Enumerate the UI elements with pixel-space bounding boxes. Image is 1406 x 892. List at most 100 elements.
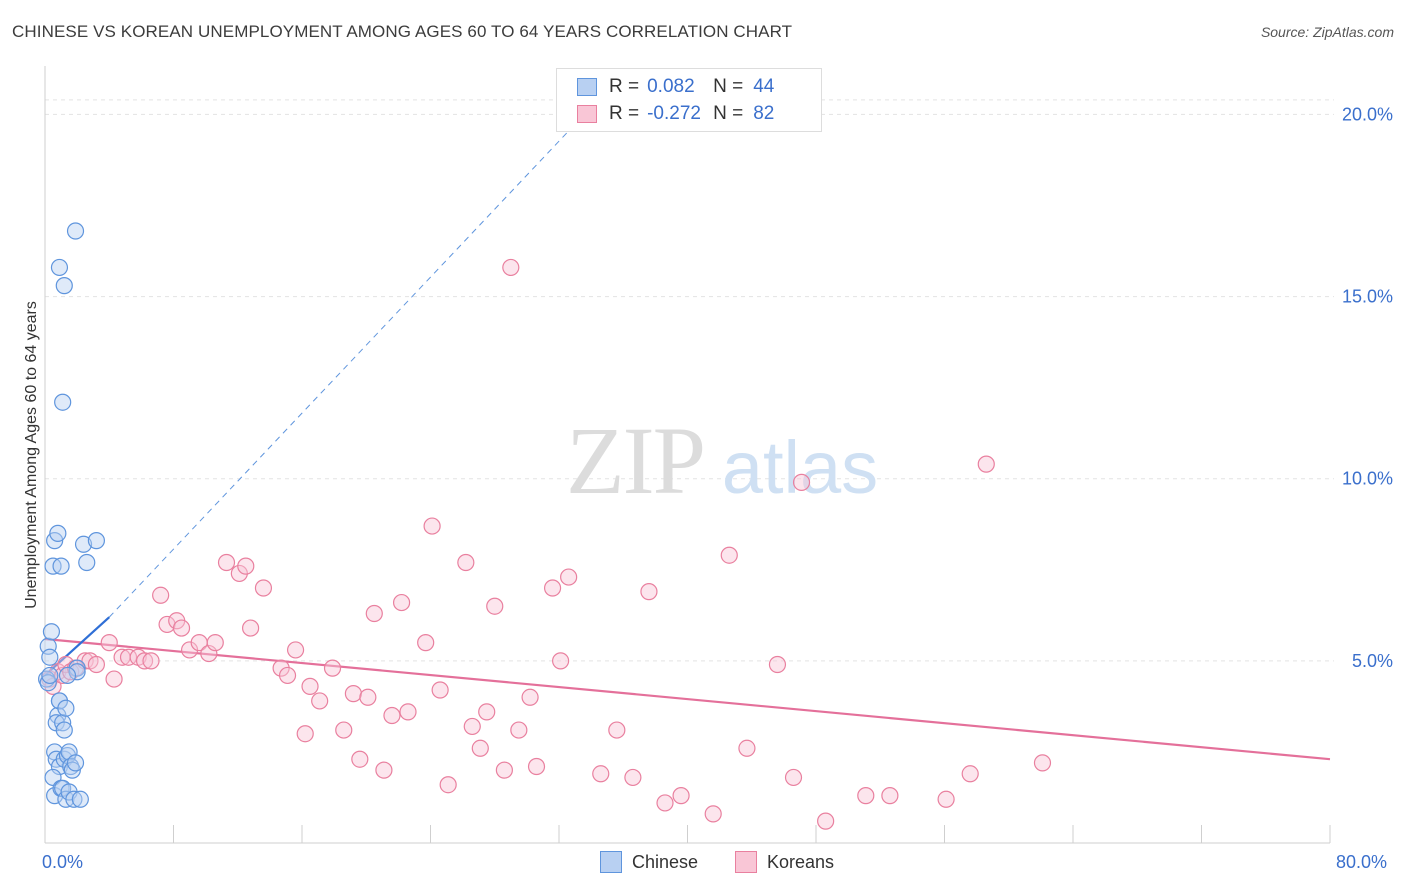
korean-point xyxy=(392,593,411,612)
korean-point xyxy=(640,583,658,601)
korean-point xyxy=(560,568,578,586)
korean-point xyxy=(375,761,393,779)
chinese-point xyxy=(65,790,83,808)
korean-point xyxy=(463,717,481,736)
korean-point xyxy=(242,619,260,637)
korean-point xyxy=(87,655,106,674)
korean-point xyxy=(135,652,154,670)
korean-point xyxy=(817,812,835,830)
korean-point xyxy=(301,677,319,695)
chinese-point xyxy=(71,790,89,808)
chinese-point xyxy=(55,277,73,295)
korean-point xyxy=(977,455,995,473)
korean-point xyxy=(254,579,273,597)
korean-point xyxy=(417,634,435,652)
korean-point xyxy=(543,579,562,597)
legend-row-koreans: R = -0.272 N = 82 xyxy=(577,101,819,127)
korean-point xyxy=(471,739,489,757)
korean-point xyxy=(323,659,342,677)
chinese-point xyxy=(42,623,61,641)
korean-point xyxy=(311,692,329,710)
chinese-point xyxy=(50,258,69,277)
axes xyxy=(44,66,1331,844)
chinese-point xyxy=(55,721,73,739)
chinese-point xyxy=(87,532,106,550)
korean-n-label: N = xyxy=(713,103,744,124)
korean-n-value: 82 xyxy=(753,103,775,124)
korean-point xyxy=(521,688,539,706)
korean-r-label: R = xyxy=(609,103,640,124)
korean-point xyxy=(142,652,160,670)
chinese-n-value: 44 xyxy=(753,76,775,97)
korean-point xyxy=(351,750,369,768)
chinese-point xyxy=(66,222,85,240)
korean-point xyxy=(624,768,642,787)
korean-point xyxy=(105,670,123,688)
chinese-point xyxy=(78,553,96,572)
korean-point xyxy=(152,586,170,604)
watermark-zip: ZIP xyxy=(566,407,704,514)
korean-point xyxy=(495,761,513,779)
korean-point xyxy=(399,703,417,721)
korean-point xyxy=(296,725,314,743)
chinese-n-label: N = xyxy=(713,76,744,97)
korean-point xyxy=(100,634,118,652)
korean-point xyxy=(278,666,297,685)
x-tick-min: 0.0% xyxy=(42,852,84,872)
korean-point xyxy=(510,721,528,739)
korean-point xyxy=(54,666,72,685)
korean-point xyxy=(431,681,449,699)
korean-point xyxy=(961,765,979,783)
bottom-legend-koreans: Koreans xyxy=(735,851,834,873)
korean-point xyxy=(672,787,690,805)
chinese-point xyxy=(39,637,57,655)
chinese-point xyxy=(57,699,75,717)
korean-point xyxy=(158,615,176,634)
x-tick-max: 80.0% xyxy=(1336,852,1388,872)
korean-point xyxy=(383,706,401,725)
watermark-atlas: atlas xyxy=(722,426,878,509)
korean-point xyxy=(206,634,224,652)
korean-point xyxy=(881,787,899,805)
korean-swatch xyxy=(577,105,597,123)
korean-point xyxy=(217,553,236,572)
korean-point xyxy=(237,557,255,575)
korean-point xyxy=(172,619,191,637)
korean-point xyxy=(502,258,520,277)
korean-point xyxy=(344,685,362,703)
y-tick-label: 15.0% xyxy=(1342,287,1393,307)
korean-point xyxy=(608,721,626,739)
bottom-chinese-swatch xyxy=(600,851,622,873)
y-tick-label: 20.0% xyxy=(1342,104,1393,124)
korean-point xyxy=(486,597,504,615)
korean-point xyxy=(704,805,722,823)
chinese-point xyxy=(74,535,93,553)
chinese-point xyxy=(49,524,67,542)
chinese-trend-line xyxy=(44,616,110,677)
korean-point xyxy=(592,765,610,783)
korean-point xyxy=(200,644,218,663)
chinese-r-value: 0.082 xyxy=(647,76,695,97)
bottom-chinese-label: Chinese xyxy=(632,851,699,872)
bottom-legend-chinese: Chinese xyxy=(600,851,698,873)
korean-points xyxy=(41,258,1052,830)
legend-row-chinese: R = 0.082 N = 44 xyxy=(577,74,819,100)
chart-title: CHINESE VS KOREAN UNEMPLOYMENT AMONG AGE… xyxy=(12,22,793,41)
korean-point xyxy=(478,703,496,721)
korean-point xyxy=(457,553,475,572)
korean-point xyxy=(738,739,756,757)
korean-point xyxy=(552,652,570,670)
chinese-trend-extension xyxy=(108,106,592,618)
korean-point xyxy=(365,604,383,623)
korean-point xyxy=(857,787,875,805)
korean-point xyxy=(792,473,811,491)
korean-point xyxy=(359,688,377,706)
correlation-legend: R = 0.082 N = 44 R = -0.272 N = 82 xyxy=(556,68,822,132)
korean-point xyxy=(937,790,955,808)
chinese-point xyxy=(52,557,70,575)
trend-lines xyxy=(44,106,1331,761)
source-label: Source: ZipAtlas.com xyxy=(1260,24,1394,40)
chinese-swatch xyxy=(577,78,597,96)
chinese-point xyxy=(41,648,59,666)
